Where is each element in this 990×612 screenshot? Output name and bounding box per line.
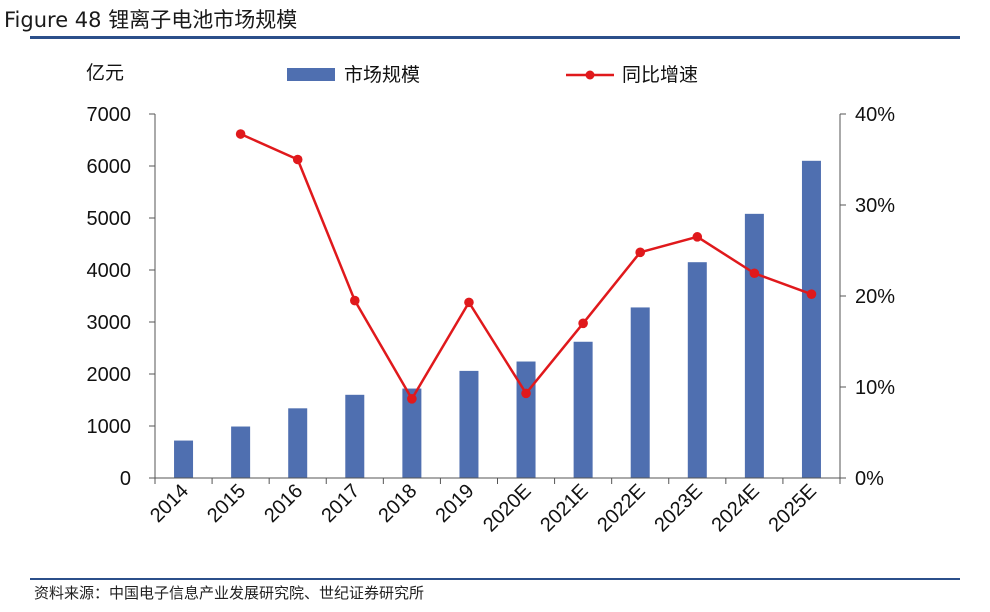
bar-2018	[402, 388, 422, 478]
y-left-tick-label: 6000	[87, 156, 132, 178]
x-tick-label: 2018	[374, 480, 421, 527]
growth-point-2019	[464, 297, 474, 308]
bar-2023E	[687, 262, 707, 478]
y-axis-left: 0 1000 2000 3000 4000 5000 6000 7000	[87, 104, 155, 490]
bar-series	[174, 160, 821, 479]
bar-2016	[288, 408, 308, 478]
bar-2024E	[744, 213, 764, 478]
y-right-tick-label: 0%	[855, 468, 884, 490]
y-left-tick-label: 5000	[87, 208, 132, 230]
x-tick-label: 2025E	[765, 480, 821, 536]
growth-point-2022E	[635, 247, 646, 258]
growth-line	[240, 132, 812, 401]
growth-point-2024E	[749, 268, 760, 279]
bar-2022E	[630, 307, 650, 478]
x-tick-label: 2016	[260, 480, 307, 527]
y-left-tick-label: 2000	[87, 364, 132, 386]
growth-point-2017	[349, 295, 360, 306]
x-axis: 2014 2015 2016 2017 2018 2019 2020E 2021E 2022E 2…	[146, 480, 821, 536]
bar-2015	[231, 426, 251, 478]
growth-point-2018	[407, 394, 417, 404]
bar-2017	[345, 394, 365, 478]
x-tick-label: 2017	[317, 480, 364, 527]
bar-2014	[174, 440, 194, 478]
legend-bar-label: 市场规模	[344, 64, 420, 86]
x-tick-label: 2019	[431, 480, 478, 527]
growth-point-2015	[235, 129, 246, 139]
y-axis-right: 0% 10% 20% 30% 40%	[840, 104, 895, 490]
bar-2019	[459, 370, 479, 478]
bar-2025E	[801, 160, 821, 479]
y-right-tick-label: 10%	[855, 377, 895, 399]
growth-point-2021E	[578, 318, 588, 329]
legend-line-label: 同比增速	[622, 64, 698, 86]
y-left-tick-label: 1000	[87, 416, 132, 438]
y-right-tick-label: 20%	[855, 286, 895, 308]
source-note: 资料来源：中国电子信息产业发展研究院、世纪证券研究所	[34, 584, 425, 602]
x-tick-label: 2014	[146, 480, 193, 527]
y-left-tick-label: 7000	[87, 104, 132, 126]
legend: 市场规模 同比增速	[287, 64, 698, 86]
y-right-tick-label: 30%	[855, 195, 895, 217]
x-tick-label: 2023E	[650, 480, 706, 536]
growth-point-2023E	[692, 232, 703, 242]
legend-line-marker	[585, 70, 595, 80]
line-series	[235, 129, 817, 404]
legend-bar-swatch	[287, 68, 335, 81]
y-left-tick-label: 4000	[87, 260, 132, 282]
bar-2021E	[573, 341, 593, 478]
x-tick-label: 2024E	[707, 480, 763, 536]
x-tick-label: 2015	[203, 480, 250, 527]
growth-point-2016	[292, 154, 303, 165]
title-rule	[30, 36, 960, 39]
x-tick-label: 2020E	[479, 480, 535, 536]
growth-point-2020E	[521, 388, 531, 399]
growth-point-2025E	[806, 289, 817, 299]
bar-2020E	[516, 361, 536, 478]
x-tick-label: 2022E	[593, 480, 649, 536]
footer-rule	[30, 578, 960, 580]
y-right-tick-label: 40%	[855, 104, 895, 126]
x-tick-label: 2021E	[536, 480, 592, 536]
y-left-tick-label: 0	[120, 468, 131, 490]
figure-title: Figure 48 锂离子电池市场规模	[4, 8, 298, 32]
y-axis-label: 亿元	[86, 62, 124, 84]
y-left-tick-label: 3000	[87, 312, 132, 334]
axes	[154, 114, 841, 484]
